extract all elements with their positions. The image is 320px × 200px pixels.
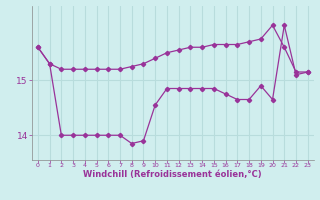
X-axis label: Windchill (Refroidissement éolien,°C): Windchill (Refroidissement éolien,°C)	[84, 170, 262, 179]
